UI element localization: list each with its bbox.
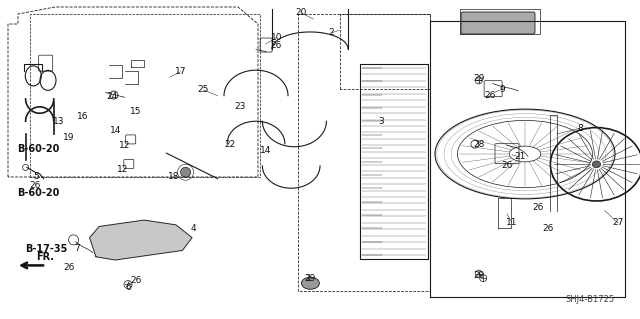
Text: 22: 22 <box>225 140 236 149</box>
Text: 27: 27 <box>612 218 623 227</box>
FancyBboxPatch shape <box>461 12 535 34</box>
Text: 29: 29 <box>305 274 316 283</box>
Text: 29: 29 <box>473 271 484 280</box>
Text: 26: 26 <box>29 181 40 189</box>
Text: 28: 28 <box>473 140 484 149</box>
Text: SHJ4-B1725: SHJ4-B1725 <box>565 295 614 304</box>
Text: 20: 20 <box>295 8 307 17</box>
Text: 18: 18 <box>168 172 180 181</box>
Text: 10: 10 <box>271 33 282 42</box>
Text: 26: 26 <box>501 161 513 170</box>
Text: 15: 15 <box>130 107 141 115</box>
Text: B-60-20: B-60-20 <box>17 188 60 198</box>
Text: 9: 9 <box>499 85 504 94</box>
Text: B-60-20: B-60-20 <box>17 144 60 154</box>
Text: 16: 16 <box>77 112 89 121</box>
Text: 26: 26 <box>484 91 496 100</box>
Text: 23: 23 <box>234 102 246 111</box>
Text: 3: 3 <box>379 117 384 126</box>
Polygon shape <box>90 220 192 260</box>
Text: 26: 26 <box>542 224 554 233</box>
Text: 12: 12 <box>117 165 129 174</box>
Text: 14: 14 <box>109 126 121 135</box>
Text: 17: 17 <box>175 67 186 76</box>
Text: 24: 24 <box>106 92 118 101</box>
Text: 1: 1 <box>306 274 311 283</box>
Ellipse shape <box>593 161 600 167</box>
Circle shape <box>180 167 191 177</box>
Text: 26: 26 <box>130 276 141 285</box>
Text: 19: 19 <box>63 133 75 142</box>
Text: 13: 13 <box>53 117 65 126</box>
Text: 26: 26 <box>63 263 75 272</box>
Text: 29: 29 <box>473 74 484 83</box>
Text: 11: 11 <box>506 218 518 227</box>
Text: 25: 25 <box>198 85 209 94</box>
Text: 26: 26 <box>271 41 282 50</box>
Text: B-17-35: B-17-35 <box>25 244 67 255</box>
Text: 2: 2 <box>329 28 334 37</box>
Text: 6: 6 <box>125 283 131 292</box>
Text: 12: 12 <box>119 141 131 150</box>
Ellipse shape <box>301 277 319 289</box>
Text: 4: 4 <box>191 224 196 233</box>
Text: FR.: FR. <box>36 252 54 262</box>
Text: 7: 7 <box>74 244 79 253</box>
Text: 5: 5 <box>34 172 39 181</box>
Text: 26: 26 <box>532 203 543 212</box>
Text: 14: 14 <box>260 146 271 155</box>
Text: 21: 21 <box>514 152 525 161</box>
Text: 8: 8 <box>577 124 582 133</box>
